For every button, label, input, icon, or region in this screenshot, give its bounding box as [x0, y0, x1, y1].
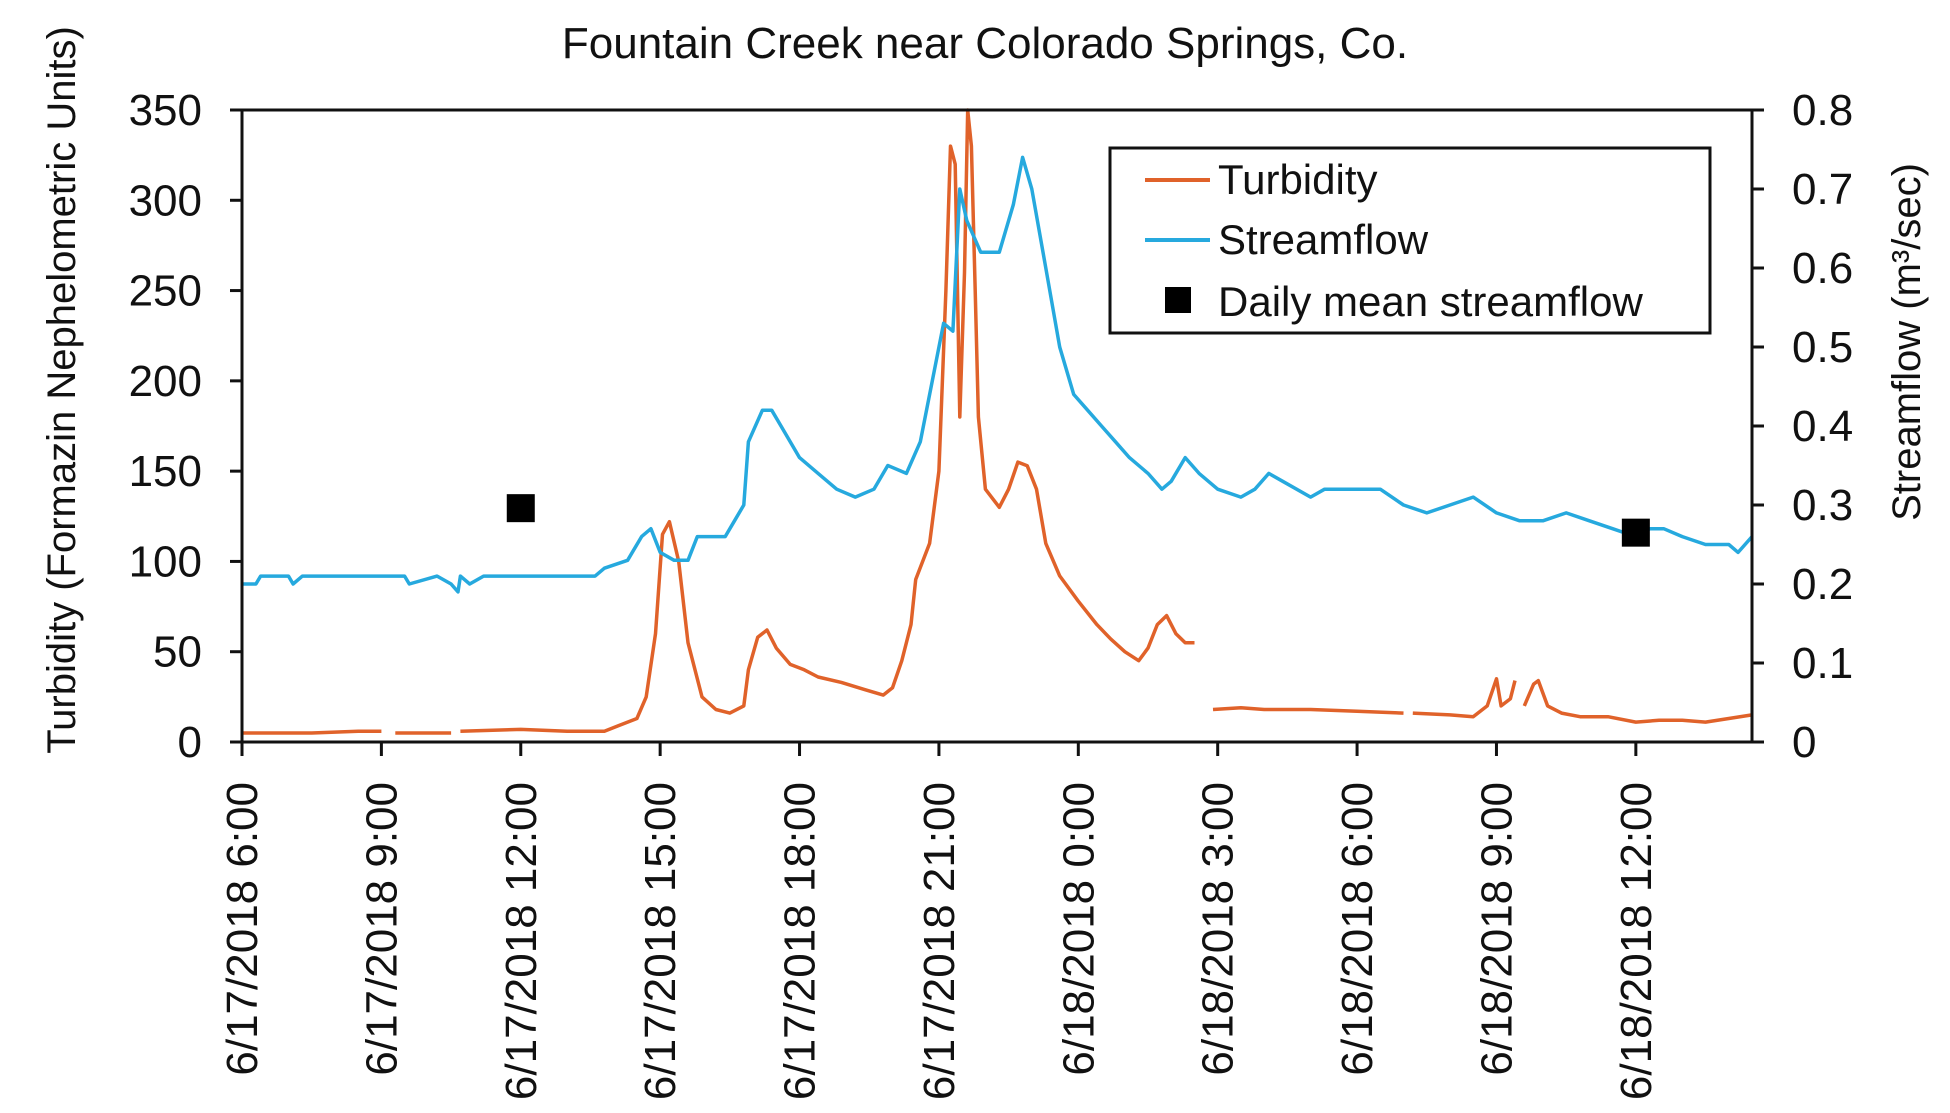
y2-tick-label: 0.5 — [1792, 323, 1853, 372]
y2-tick-label: 0.4 — [1792, 402, 1853, 451]
y-tick-label: 150 — [129, 447, 202, 496]
daily-mean-marker — [1621, 518, 1650, 547]
y-tick-label: 50 — [153, 628, 202, 677]
legend-streamflow-label: Streamflow — [1218, 216, 1429, 263]
x-tick-label: 6/17/2018 18:00 — [776, 782, 825, 1100]
x-tick-label: 6/17/2018 12:00 — [497, 782, 546, 1100]
y2-tick-label: 0.7 — [1792, 165, 1853, 214]
y2-tick-label: 0 — [1792, 718, 1816, 767]
turbidity-series — [242, 108, 1753, 735]
x-tick-label: 6/17/2018 21:00 — [915, 782, 964, 1100]
y-axis-label: Turbidity (Formazin Nephelometric Units) — [40, 26, 84, 754]
y-tick-label: 0 — [178, 718, 202, 767]
turbidity-line-segment — [1212, 705, 1404, 715]
turbidity-line-segment — [460, 108, 1195, 733]
x-tick-label: 6/18/2018 6:00 — [1333, 782, 1382, 1076]
legend: Turbidity Streamflow Daily mean streamfl… — [1108, 146, 1712, 335]
turbidity-line-segment — [242, 729, 382, 735]
turbidity-line-segment — [1412, 677, 1517, 719]
x-tick-label: 6/18/2018 0:00 — [1054, 782, 1103, 1076]
x-tick-label: 6/18/2018 9:00 — [1472, 782, 1521, 1076]
y2-tick-label: 0.2 — [1792, 560, 1853, 609]
y2-tick-label: 0.6 — [1792, 244, 1853, 293]
chart-title: Fountain Creek near Colorado Springs, Co… — [562, 19, 1408, 68]
x-axis-ticks: 6/17/2018 6:00 6/17/2018 9:00 6/17/2018 12… — [218, 742, 1661, 1100]
y-axis-ticks: 0 50 100 150 200 250 300 350 — [129, 86, 242, 767]
y-tick-label: 300 — [129, 176, 202, 225]
x-tick-label: 6/17/2018 9:00 — [357, 782, 406, 1076]
y-tick-label: 250 — [129, 267, 202, 316]
daily-mean-series — [506, 494, 1650, 547]
streamflow-series — [242, 155, 1754, 594]
y2-tick-label: 0.8 — [1792, 86, 1853, 135]
y-tick-label: 100 — [129, 537, 202, 586]
x-tick-label: 6/18/2018 12:00 — [1612, 782, 1661, 1100]
x-tick-label: 6/17/2018 15:00 — [636, 782, 685, 1100]
x-tick-label: 6/17/2018 6:00 — [218, 782, 267, 1076]
y-tick-label: 350 — [129, 86, 202, 135]
legend-turbidity-label: Turbidity — [1218, 156, 1378, 203]
x-tick-label: 6/18/2018 3:00 — [1194, 782, 1243, 1076]
legend-daily-mean-label: Daily mean streamflow — [1218, 278, 1643, 325]
y2-tick-label: 0.1 — [1792, 639, 1853, 688]
y2-axis-ticks: 0 0.1 0.2 0.3 0.4 0.5 0.6 0.7 0.8 — [1752, 86, 1853, 767]
streamflow-line — [242, 155, 1754, 594]
y2-tick-label: 0.3 — [1792, 481, 1853, 530]
daily-mean-marker — [506, 494, 535, 523]
turbidity-line-segment — [1522, 678, 1753, 724]
y-tick-label: 200 — [129, 357, 202, 406]
y2-axis-label: Streamflow (m³/sec) — [1885, 163, 1929, 521]
legend-daily-mean-swatch — [1165, 287, 1191, 313]
